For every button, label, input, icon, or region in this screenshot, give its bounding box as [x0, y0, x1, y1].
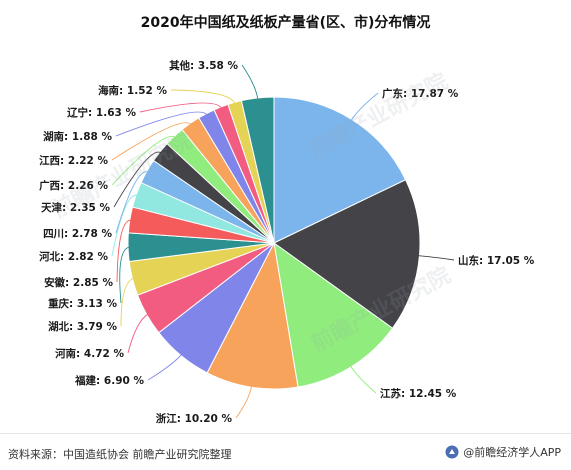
leader-line-10 — [111, 194, 139, 257]
slice-label-13: 广西: 2.26 % — [39, 179, 108, 192]
leader-line-7 — [120, 277, 135, 327]
leader-line-2 — [417, 255, 455, 261]
leader-line-6 — [127, 313, 149, 354]
slice-label-8: 重庆: 3.13 % — [48, 297, 117, 310]
slice-label-6: 河南: 4.72 % — [55, 347, 124, 360]
slice-label-12: 天津: 2.35 % — [41, 201, 110, 214]
leader-line-4 — [235, 385, 253, 419]
slice-label-3: 江苏: 12.45 % — [380, 387, 457, 400]
slice-label-17: 海南: 1.52 % — [98, 84, 167, 97]
slice-label-15: 湖南: 1.88 % — [43, 130, 112, 143]
leader-line-13 — [111, 135, 177, 186]
slice-label-1: 广东: 17.87 % — [382, 87, 459, 100]
leader-line-3 — [349, 365, 377, 394]
leader-line-18 — [241, 64, 259, 100]
leader-line-5 — [147, 353, 183, 381]
brand: @前瞻经济学人APP — [445, 444, 561, 460]
leader-line-17 — [170, 89, 236, 105]
leader-line-11 — [115, 171, 149, 234]
slice-label-2: 山东: 17.05 % — [458, 254, 535, 267]
slice-label-7: 湖北: 3.79 % — [48, 320, 117, 333]
brand-logo-icon — [445, 445, 459, 459]
leader-line-14 — [111, 122, 192, 161]
pie-slices — [127, 96, 421, 390]
slice-label-16: 辽宁: 1.63 % — [67, 106, 136, 119]
slice-label-9: 安徽: 2.85 % — [44, 276, 113, 289]
slice-label-4: 浙江: 10.20 % — [156, 412, 233, 425]
leader-line-8 — [119, 246, 131, 304]
leader-line-12 — [113, 151, 162, 208]
leader-line-16 — [139, 102, 223, 113]
slice-labels: 广东: 17.87 % 山东: 17.05 % 江苏: 12.45 % 浙江: 10.… — [39, 59, 535, 425]
slice-label-14: 江西: 2.22 % — [39, 154, 108, 167]
footer: 资料来源：中国造纸协会 前瞻产业研究院整理 @前瞻经济学人APP — [0, 433, 571, 470]
slice-label-10: 河北: 2.82 % — [39, 250, 108, 263]
leader-lines — [111, 64, 455, 419]
slice-label-11: 四川: 2.78 % — [43, 228, 112, 240]
chart-title: 2020年中国纸及纸板产量省(区、市)分布情况 — [140, 15, 431, 31]
leader-line-15 — [115, 111, 208, 137]
brand-text: @前瞻经济学人APP — [463, 446, 561, 459]
source-note: 资料来源：中国造纸协会 前瞻产业研究院整理 — [8, 448, 232, 461]
leader-line-9 — [116, 219, 132, 283]
slice-label-18: 其他: 3.58 % — [169, 59, 238, 72]
leader-line-1 — [350, 92, 379, 122]
slice-label-5: 福建: 6.90 % — [74, 374, 144, 387]
